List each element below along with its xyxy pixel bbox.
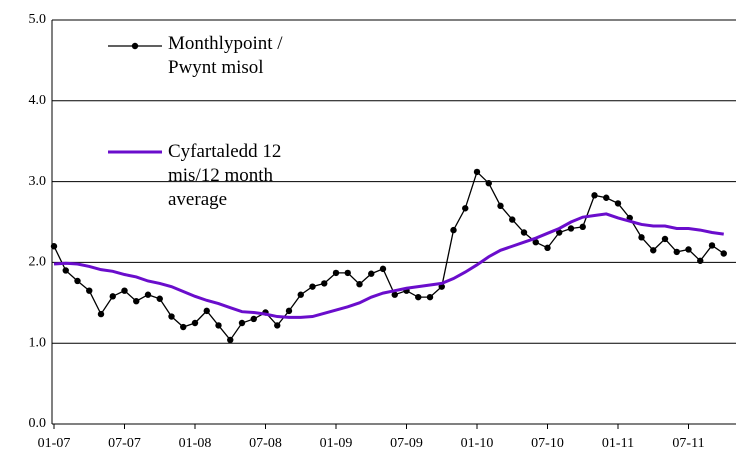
point <box>708 242 716 249</box>
x-tick-label: 01-07 <box>38 436 71 451</box>
point <box>109 293 116 300</box>
point <box>661 235 669 243</box>
point <box>697 257 704 264</box>
x-tick-label: 07-11 <box>672 436 704 451</box>
point <box>450 226 457 234</box>
point <box>191 319 199 327</box>
point <box>297 291 304 298</box>
point <box>238 319 246 327</box>
point <box>332 269 340 277</box>
point <box>638 234 645 241</box>
series-line <box>53 212 724 319</box>
point <box>485 180 492 187</box>
point <box>144 291 152 298</box>
point <box>203 307 210 315</box>
x-tick-label: 07-09 <box>390 436 423 451</box>
point <box>591 192 598 199</box>
point <box>473 168 481 176</box>
point <box>462 205 469 212</box>
point <box>391 291 398 298</box>
x-tick-label: 01-11 <box>602 436 634 451</box>
point <box>62 267 69 274</box>
point <box>368 270 375 277</box>
x-tick-label: 01-09 <box>320 436 353 451</box>
point <box>156 295 163 302</box>
y-tick-label: 1.0 <box>29 335 47 350</box>
point <box>579 223 586 231</box>
x-tick-label: 07-08 <box>249 436 282 451</box>
point <box>309 283 316 290</box>
point <box>379 265 387 273</box>
legend-label: Monthlypoint / Pwynt misol <box>168 33 283 78</box>
point <box>97 310 105 318</box>
x-tick-label: 01-08 <box>179 436 212 451</box>
point <box>532 239 539 246</box>
legend-label: Cyfartaledd 12 mis/12 month average <box>168 141 282 210</box>
y-tick-label: 5.0 <box>29 12 47 27</box>
point <box>567 225 575 232</box>
y-tick-label: 0.0 <box>29 416 47 431</box>
point <box>168 313 175 320</box>
point <box>415 293 422 301</box>
point <box>74 277 81 285</box>
x-tick-label: 01-10 <box>461 436 494 451</box>
point <box>497 202 504 210</box>
y-tick-label: 2.0 <box>29 255 47 270</box>
point <box>673 248 680 256</box>
point <box>50 243 58 250</box>
point <box>344 269 351 277</box>
point <box>720 250 727 257</box>
point <box>650 247 657 254</box>
point <box>685 246 692 253</box>
point <box>274 322 281 329</box>
point <box>556 229 563 236</box>
point <box>180 323 187 331</box>
point <box>321 280 328 287</box>
point <box>614 200 622 207</box>
legend-marker <box>131 42 139 50</box>
point <box>121 287 128 294</box>
point <box>426 293 434 301</box>
point <box>133 297 140 305</box>
y-tick-label: 4.0 <box>29 93 47 108</box>
x-tick-label: 07-07 <box>108 436 141 451</box>
point <box>215 322 222 329</box>
point <box>544 244 551 252</box>
point <box>86 287 93 294</box>
point <box>356 281 363 288</box>
series-line <box>53 170 725 342</box>
point <box>250 315 257 323</box>
point <box>227 336 234 344</box>
y-tick-label: 3.0 <box>29 174 47 189</box>
point <box>509 216 516 223</box>
point <box>520 229 528 236</box>
x-tick-label: 07-10 <box>531 436 564 451</box>
point <box>285 307 293 315</box>
point <box>603 194 610 201</box>
